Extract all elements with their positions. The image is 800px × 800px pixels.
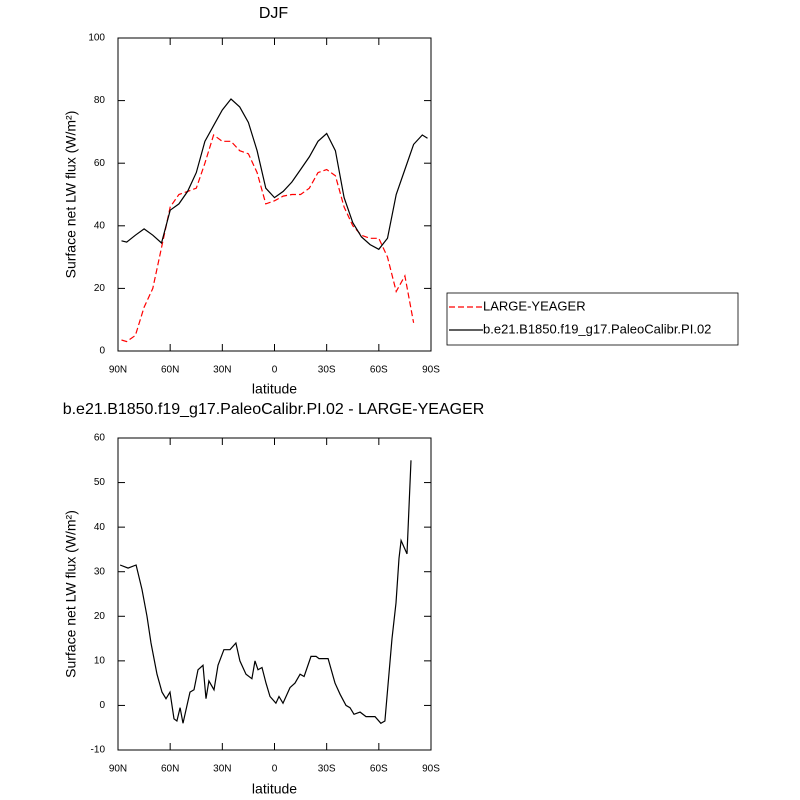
data-line (119, 460, 412, 725)
y-axis-label: Surface net LW flux (W/m²) (63, 510, 79, 678)
y-tick-label: 30 (94, 566, 106, 577)
y-tick-label: 20 (94, 283, 106, 294)
x-tick-label: 90N (109, 764, 127, 775)
y-tick-label: 60 (94, 158, 106, 169)
chart-title: b.e21.B1850.f19_g17.PaleoCalibr.PI.02 - … (63, 401, 485, 418)
x-tick-label: 90S (422, 365, 440, 376)
x-tick-label: 30N (213, 764, 231, 775)
y-tick-label: 40 (94, 220, 106, 231)
x-tick-label: 0 (272, 365, 278, 376)
x-tick-label: 90S (422, 764, 440, 775)
y-tick-label: 10 (94, 655, 106, 666)
x-tick-label: 30S (318, 365, 336, 376)
y-tick-label: 80 (94, 95, 106, 106)
y-tick-label: 100 (88, 33, 105, 44)
plot-frame (117, 437, 432, 751)
x-tick-label: 60S (370, 365, 388, 376)
legend-box (446, 292, 739, 346)
chart-title: DJF (259, 5, 289, 22)
data-line (121, 98, 428, 251)
plot-frame (117, 37, 432, 352)
y-tick-label: 0 (99, 346, 105, 357)
y-tick-label: 0 (99, 700, 105, 711)
y-tick-label: -10 (91, 745, 106, 756)
x-tick-label: 90N (109, 365, 127, 376)
legend-label: LARGE-YEAGER (483, 298, 586, 313)
y-tick-label: 40 (94, 522, 106, 533)
data-line (121, 134, 415, 343)
x-tick-label: 30S (318, 764, 336, 775)
x-tick-label: 0 (272, 764, 278, 775)
y-tick-label: 60 (94, 433, 106, 444)
legend-label: b.e21.B1850.f19_g17.PaleoCalibr.PI.02 (483, 321, 711, 336)
y-tick-label: 20 (94, 611, 106, 622)
x-tick-label: 30N (213, 365, 231, 376)
x-axis-label: latitude (252, 381, 297, 397)
y-tick-label: 50 (94, 477, 106, 488)
x-tick-label: 60N (161, 764, 179, 775)
y-axis-label: Surface net LW flux (W/m²) (63, 111, 79, 279)
x-tick-label: 60S (370, 764, 388, 775)
x-tick-label: 60N (161, 365, 179, 376)
x-axis-label: latitude (252, 781, 297, 797)
